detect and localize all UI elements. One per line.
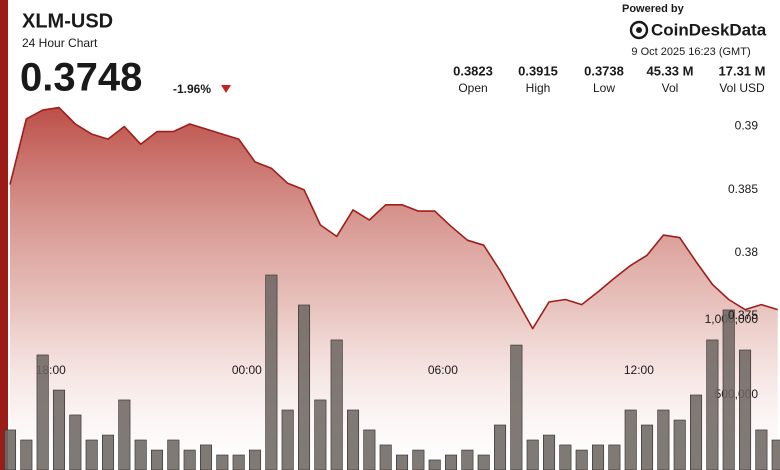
stat-value: 17.31 M (719, 63, 766, 78)
volume-bar (69, 414, 82, 470)
volume-bar (543, 434, 556, 470)
volume-bar (477, 454, 490, 470)
volume-bar (150, 449, 164, 470)
stat-value: 0.3738 (584, 63, 624, 78)
volume-bar (52, 389, 66, 470)
stat-label: High (526, 81, 551, 95)
plot-area: 500,0001,000,00018:0000:0006:0012:000.37… (3, 106, 780, 470)
volume-bar (199, 444, 213, 470)
chart-title: XLM-USD (22, 10, 113, 32)
volume-bar (167, 439, 180, 470)
price-area (10, 107, 778, 470)
stat-label: Open (458, 81, 487, 95)
volume-bar (314, 399, 327, 470)
stat-label: Vol (662, 81, 679, 95)
volume-bar (216, 454, 229, 470)
volume-bar (265, 274, 278, 470)
volume-tick-label: 500,000 (715, 387, 759, 401)
volume-bar (771, 439, 780, 470)
down-arrow (221, 85, 231, 93)
stats: 0.3823 Open 0.3915 High 0.3738 Low 45.33 M Vol 1… (453, 63, 765, 95)
volume-bar (575, 449, 588, 470)
volume-bar (101, 434, 115, 470)
price-change: -1.96% (173, 82, 211, 96)
volume-bar (428, 459, 441, 470)
volume-bar (526, 439, 539, 470)
brand-name: CoinDeskData (651, 20, 767, 39)
y-tick-label: 0.39 (735, 119, 759, 133)
stat-value: 45.33 M (647, 63, 694, 78)
volume-bar (445, 454, 458, 470)
volume-bar (673, 419, 686, 470)
volume-bar (3, 429, 17, 470)
y-tick-label: 0.385 (728, 182, 758, 196)
volume-bar (363, 429, 376, 470)
volume-bar (396, 454, 409, 470)
volume-bar (85, 439, 98, 470)
volume-bar (494, 424, 507, 470)
volume-bar (739, 349, 752, 470)
price-line (9, 106, 778, 330)
volume-bar (20, 439, 33, 470)
volume-bar (134, 439, 147, 470)
volume-bar (232, 454, 245, 470)
volume-bar (412, 449, 425, 470)
timestamp: 9 Oct 2025 16:23 (GMT) (631, 46, 750, 58)
last-price: 0.3748 (20, 56, 142, 100)
x-tick-label: 06:00 (428, 363, 458, 377)
volume-bar (641, 424, 654, 470)
volume-bar (510, 344, 523, 470)
y-tick-label: 0.375 (728, 308, 758, 322)
volume-bar (608, 444, 621, 470)
volume-bar (559, 444, 572, 470)
volume-bar (379, 444, 392, 470)
volume-bar (118, 399, 131, 470)
volume-bar (657, 409, 670, 470)
stat-value: 0.3915 (518, 63, 558, 78)
volume-bar (690, 394, 703, 470)
chart-subtitle: 24 Hour Chart (22, 36, 98, 50)
stat-label: Vol USD (719, 81, 765, 95)
volume-bar (330, 339, 343, 470)
y-tick-label: 0.38 (735, 245, 759, 259)
volume-bar (461, 449, 474, 470)
stat-label: Low (593, 81, 615, 95)
volume-bar (248, 449, 262, 470)
volume-bar (36, 354, 49, 470)
volume-bar (281, 409, 294, 470)
volume-bar (624, 409, 637, 470)
brand-icon (629, 20, 649, 40)
header: XLM-USD 24 Hour Chart 0.3748 -1.96% Powe… (20, 3, 767, 100)
volume-bar (347, 409, 360, 470)
x-tick-label: 12:00 (624, 363, 654, 377)
volume-bar (592, 444, 605, 470)
stat-value: 0.3823 (453, 63, 493, 78)
accent-strip (0, 0, 8, 470)
volume-bar (298, 304, 311, 470)
volume-bar (183, 449, 196, 470)
x-tick-label: 00:00 (232, 363, 262, 377)
volume-bar (706, 339, 719, 470)
brand-icon-dot (636, 27, 642, 33)
volume-bar (755, 429, 768, 470)
powered-by: Powered by (622, 3, 685, 15)
volume-bar (722, 309, 735, 470)
